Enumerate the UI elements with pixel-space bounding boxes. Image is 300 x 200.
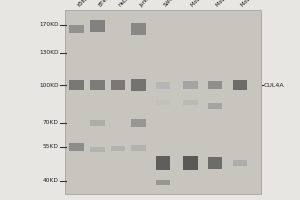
Text: 100KD: 100KD — [39, 83, 58, 88]
Bar — [90, 80, 105, 90]
Bar — [208, 157, 222, 169]
Text: SW480: SW480 — [163, 0, 179, 8]
Bar — [69, 143, 84, 151]
Bar — [233, 80, 247, 90]
Bar — [208, 103, 222, 109]
Text: 130KD: 130KD — [39, 50, 58, 55]
Bar — [90, 146, 105, 152]
Bar — [131, 23, 146, 34]
Bar — [64, 10, 261, 194]
Bar — [183, 81, 198, 89]
Bar — [111, 80, 125, 90]
Bar — [208, 81, 222, 89]
Text: BT474: BT474 — [98, 0, 112, 8]
Bar — [90, 21, 105, 31]
Text: Mouse testis: Mouse testis — [240, 0, 266, 8]
Bar — [131, 79, 146, 91]
Text: 170KD: 170KD — [39, 22, 58, 27]
Text: 70KD: 70KD — [43, 120, 58, 126]
Bar — [156, 156, 170, 170]
Text: K562: K562 — [76, 0, 89, 8]
Bar — [233, 160, 247, 166]
Text: HeLa: HeLa — [118, 0, 130, 8]
Bar — [183, 99, 198, 104]
Bar — [111, 146, 125, 150]
Text: Mouse heart: Mouse heart — [215, 0, 241, 8]
Bar — [69, 25, 84, 33]
Bar — [156, 82, 170, 88]
Bar — [131, 119, 146, 127]
Text: CUL4A: CUL4A — [264, 83, 285, 88]
Bar — [156, 99, 170, 104]
Bar — [90, 120, 105, 126]
Text: 55KD: 55KD — [43, 144, 58, 150]
Bar — [69, 80, 84, 90]
Bar — [183, 156, 198, 170]
Text: 40KD: 40KD — [43, 178, 58, 184]
Bar — [131, 145, 146, 151]
Text: Jurkat: Jurkat — [139, 0, 152, 8]
Bar — [156, 180, 170, 185]
Text: Mouse liver: Mouse liver — [190, 0, 214, 8]
